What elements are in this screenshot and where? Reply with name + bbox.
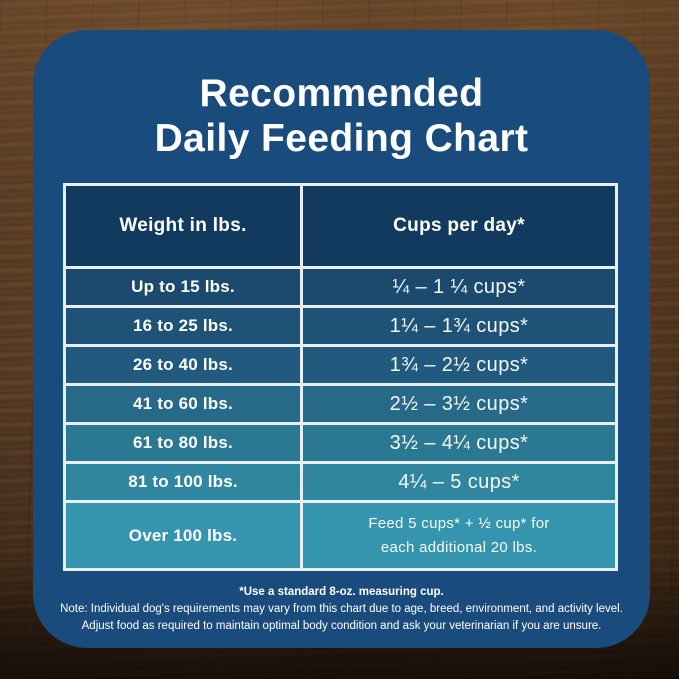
weight-cell: 41 to 60 lbs.: [66, 386, 303, 422]
table-row: Up to 15 lbs. ¼ – 1 ¼ cups*: [66, 269, 615, 308]
feeding-table: Weight in lbs. Cups per day* Up to 15 lb…: [63, 183, 618, 571]
cups-cell: Feed 5 cups* + ½ cup* for each additiona…: [303, 503, 615, 568]
weight-cell: 16 to 25 lbs.: [66, 308, 303, 344]
weight-cell: 61 to 80 lbs.: [66, 425, 303, 461]
cups-cell-line-1: Feed 5 cups* + ½ cup* for: [368, 515, 550, 533]
cups-cell: 3½ – 4¼ cups*: [389, 431, 529, 454]
weight-cell: Over 100 lbs.: [66, 503, 303, 568]
table-row: 16 to 25 lbs. 1¼ – 1¾ cups*: [66, 308, 615, 347]
cups-cell: 1¾ – 2½ cups*: [389, 353, 529, 376]
title-line-2: Daily Feeding Chart: [154, 116, 529, 160]
variance-note-line-2: Adjust food as required to maintain opti…: [81, 620, 602, 633]
cups-column-header: Cups per day*: [393, 215, 525, 236]
table-row: 81 to 100 lbs. 4¼ – 5 cups*: [66, 464, 615, 503]
table-row: Over 100 lbs. Feed 5 cups* + ½ cup* for …: [66, 503, 615, 568]
cups-cell-line-2: each additional 20 lbs.: [380, 538, 538, 556]
weight-cell: 81 to 100 lbs.: [66, 464, 303, 500]
title-line-1: Recommended: [199, 72, 484, 115]
variance-note-line-1: Note: Individual dog's requirements may …: [60, 603, 623, 615]
table-row: 41 to 60 lbs. 2½ – 3½ cups*: [66, 386, 615, 425]
measuring-cup-note: *Use a standard 8-oz. measuring cup.: [239, 586, 444, 598]
weight-cell: 26 to 40 lbs.: [66, 347, 303, 383]
page-title: Recommended Daily Feeding Chart: [33, 30, 650, 162]
table-row: 26 to 40 lbs. 1¾ – 2½ cups*: [66, 347, 615, 386]
cups-cell: ¼ – 1 ¼ cups*: [392, 275, 526, 298]
cups-cell: 4¼ – 5 cups*: [398, 470, 520, 493]
table-header-row: Weight in lbs. Cups per day*: [66, 186, 615, 269]
weight-column-header: Weight in lbs.: [66, 186, 303, 266]
footnotes: *Use a standard 8-oz. measuring cup. Not…: [33, 586, 650, 636]
cups-cell: 2½ – 3½ cups*: [389, 392, 529, 415]
cups-cell: 1¼ – 1¾ cups*: [389, 314, 529, 337]
table-row: 61 to 80 lbs. 3½ – 4¼ cups*: [66, 425, 615, 464]
feeding-chart-panel: Recommended Daily Feeding Chart Weight i…: [33, 30, 650, 648]
weight-cell: Up to 15 lbs.: [66, 269, 303, 305]
